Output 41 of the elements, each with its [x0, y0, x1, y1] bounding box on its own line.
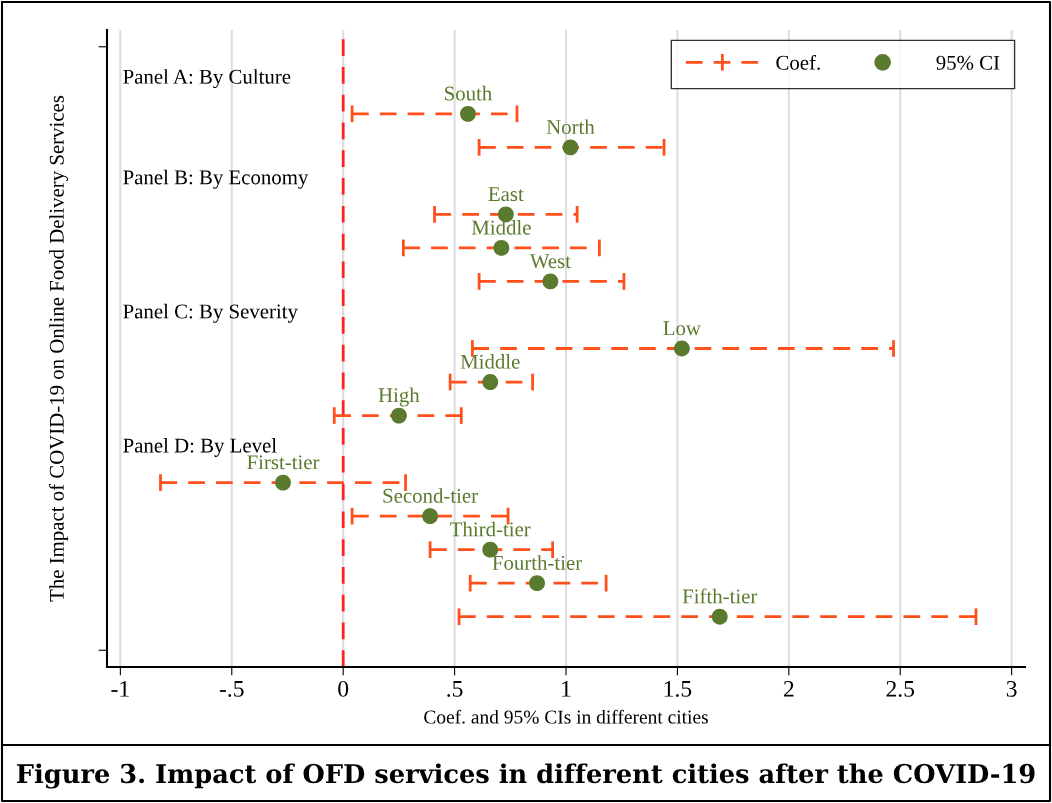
- x-tick-label: 3: [1006, 680, 1017, 697]
- annotation: Panel B: By Economy: [123, 169, 309, 189]
- point: [542, 273, 559, 290]
- data-label: West: [529, 254, 571, 269]
- data-label: Low: [663, 321, 701, 336]
- data-label: First-tier: [247, 455, 320, 470]
- point: [460, 105, 476, 122]
- data-label: East: [488, 187, 524, 202]
- point: [275, 474, 291, 491]
- annotation: Panel A: By Culture: [123, 69, 291, 89]
- point: [493, 240, 510, 256]
- data-label: Third-tier: [450, 521, 531, 537]
- point: [711, 608, 728, 625]
- x-tick-label: 0: [338, 680, 349, 697]
- x-tick-label: 1.5: [664, 680, 692, 697]
- point: [422, 508, 438, 525]
- point: [390, 407, 407, 424]
- x-tick-label: -1: [111, 680, 129, 697]
- x-tick-label: .5: [447, 681, 463, 697]
- point: [673, 340, 690, 357]
- annotation: Panel C: By Severity: [123, 303, 298, 323]
- point: [562, 139, 579, 156]
- legend-label: Coef.: [776, 54, 820, 70]
- data-label: Second-tier: [383, 488, 478, 503]
- data-label: Fifth-tier: [682, 588, 758, 604]
- data-label: High: [378, 387, 420, 407]
- data-label: Middle: [460, 354, 520, 369]
- x-tick-label: 2: [783, 680, 794, 697]
- data-label: Middle: [471, 219, 531, 235]
- legend-label: 95% CI: [936, 55, 1000, 70]
- x-tick-label: 1: [562, 680, 571, 697]
- x-tick-label: -.5: [219, 681, 244, 697]
- data-label: North: [546, 119, 595, 135]
- x-axis-title: Coef. and 95% CIs in different cities: [424, 709, 708, 724]
- point: [529, 575, 545, 592]
- y-axis-title: The Impact of COVID-19 on Online Food Delivery Services: [48, 95, 69, 602]
- x-tick-label: 2.5: [886, 680, 915, 697]
- data-label: Fourth-tier: [492, 555, 582, 570]
- point: [482, 374, 499, 390]
- data-label: South: [445, 85, 492, 101]
- text: Figure 3. Impact of OFD services in different cities after the COVID-19: [16, 763, 1035, 789]
